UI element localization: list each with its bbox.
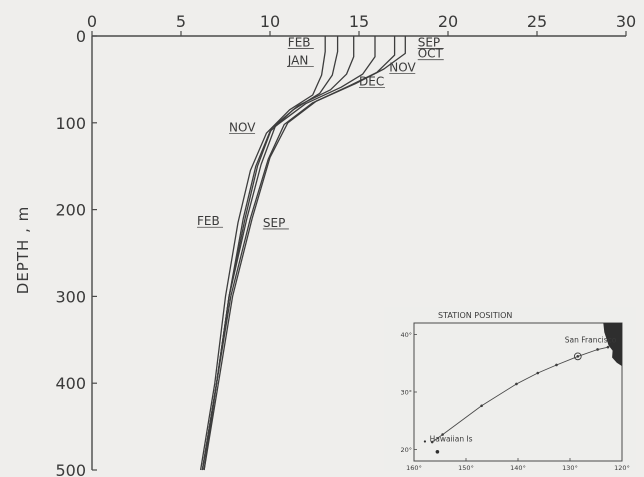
curve-label-sep: SEP — [418, 35, 440, 49]
x-tick-label: 15 — [349, 12, 369, 31]
x-tick-label: 25 — [527, 12, 547, 31]
series-line-feb — [199, 36, 326, 471]
inset-panel — [384, 307, 636, 471]
inset-place-label: San Francisco — [565, 336, 617, 345]
station-point — [515, 382, 518, 386]
inset-title: STATION POSITION — [438, 311, 512, 320]
inset-x-tick-label: 150° — [458, 464, 474, 472]
inset-x-tick-label: 140° — [510, 464, 526, 472]
inset-place-label: Hawaiian Is — [430, 434, 473, 443]
inset-ticks: 160° 150° 140° 130° 120° 40° 30° 20° — [400, 331, 629, 472]
station-point — [441, 433, 444, 436]
y-tick-label: 0 — [76, 27, 86, 46]
station-point — [480, 404, 483, 408]
station-point — [555, 363, 558, 367]
x-tick-label: 5 — [176, 12, 186, 31]
station-position-inset: STATION POSITION 160° 150° 140° 130° 120° 40°… — [384, 307, 636, 472]
station-point — [536, 371, 540, 375]
y-tick-label: 400 — [55, 374, 86, 393]
california-coast — [603, 323, 622, 367]
curve-label-sep: SEP — [263, 216, 285, 230]
hawaiian-island — [423, 440, 427, 443]
y-tick-label: 100 — [55, 114, 86, 133]
x-tick-label: 20 — [438, 12, 458, 31]
station-point — [606, 345, 610, 349]
hawaiian-island — [435, 450, 440, 454]
curve-label-nov: NOV — [389, 61, 416, 75]
y-tick-label: 300 — [55, 287, 86, 306]
x-tick-label: 10 — [260, 12, 280, 31]
y-axis-ticks: 0 100 200 300 400 500 — [55, 27, 97, 477]
curve-label-feb: FEB — [288, 35, 311, 49]
series-line-oct — [201, 36, 396, 471]
curve-label-oct: OCT — [418, 47, 444, 61]
curve-label-dec: DEC — [359, 74, 384, 88]
series-line-sep — [203, 36, 406, 471]
x-tick-label: 0 — [87, 12, 97, 31]
curve-label-feb: FEB — [197, 214, 220, 228]
y-tick-label: 200 — [55, 201, 86, 220]
series-line-dec — [201, 36, 355, 471]
inset-map: San Francisco Hawaiian Is — [423, 323, 622, 454]
y-axis-title: DEPTH , m — [14, 206, 32, 294]
station-point — [576, 355, 580, 358]
inset-x-tick-label: 120° — [614, 464, 630, 472]
station-point — [430, 440, 434, 444]
inset-y-tick-label: 20° — [400, 446, 412, 454]
x-axis-ticks: 0 5 10 15 20 25 30 — [87, 12, 636, 36]
station-marker — [573, 352, 582, 361]
station-point — [596, 348, 599, 351]
curve-label-jan: JAN — [287, 54, 309, 68]
inset-y-tick-label: 40° — [400, 331, 412, 339]
y-tick-label: 500 — [55, 461, 86, 477]
curve-label-nov: NOV — [229, 120, 256, 134]
x-tick-label: 30 — [616, 12, 636, 31]
inset-x-tick-label: 160° — [406, 464, 422, 472]
inset-x-tick-label: 130° — [562, 464, 578, 472]
series-layer — [199, 36, 406, 471]
inset-y-tick-label: 30° — [400, 389, 412, 397]
